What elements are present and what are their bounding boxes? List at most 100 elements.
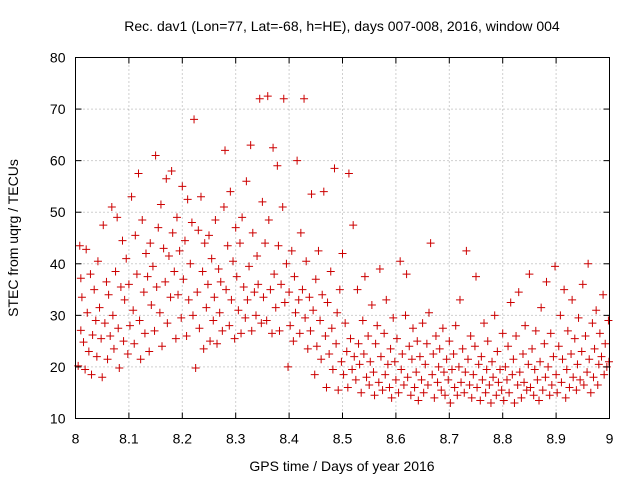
data-point: [544, 362, 553, 371]
data-point: [360, 272, 369, 281]
data-point: [450, 383, 459, 392]
data-point: [401, 311, 410, 320]
data-point: [429, 350, 438, 359]
data-point: [578, 280, 587, 289]
x-tick-label: 8.5: [333, 431, 353, 447]
data-point: [168, 228, 177, 237]
data-point: [359, 350, 368, 359]
data-point: [375, 264, 384, 273]
data-point: [453, 391, 462, 400]
data-point: [501, 362, 510, 371]
data-point: [125, 321, 134, 330]
data-point: [148, 262, 157, 271]
data-point: [216, 277, 225, 286]
data-point: [114, 324, 123, 333]
y-tick-label: 30: [50, 307, 66, 323]
data-point: [162, 174, 171, 183]
data-point: [198, 267, 207, 276]
data-point: [366, 357, 375, 366]
data-point: [380, 329, 389, 338]
data-point: [561, 393, 570, 402]
data-point: [535, 396, 544, 405]
data-point: [357, 388, 366, 397]
data-point: [109, 344, 118, 353]
data-point: [159, 244, 168, 253]
data-point: [579, 380, 588, 389]
data-point: [319, 187, 328, 196]
data-point: [187, 218, 196, 227]
data-point: [253, 252, 262, 261]
data-point: [203, 280, 212, 289]
data-point: [506, 298, 515, 307]
data-point: [445, 337, 454, 346]
data-point: [311, 275, 320, 284]
data-point: [147, 301, 156, 310]
data-point: [583, 368, 592, 377]
data-point: [490, 311, 499, 320]
data-point: [412, 368, 421, 377]
data-point: [349, 221, 358, 230]
data-point: [486, 399, 495, 408]
data-point: [480, 319, 489, 328]
data-point: [97, 334, 106, 343]
data-point: [155, 308, 164, 317]
data-point: [402, 270, 411, 279]
data-point: [431, 331, 440, 340]
data-point: [123, 350, 132, 359]
y-tick-label: 70: [50, 101, 66, 117]
data-point: [497, 386, 506, 395]
data-point: [98, 373, 107, 382]
data-point: [326, 267, 335, 276]
data-point: [305, 293, 314, 302]
data-point: [161, 277, 170, 286]
data-point: [243, 295, 252, 304]
data-point: [530, 365, 539, 374]
y-tick-label: 60: [50, 153, 66, 169]
data-point: [76, 274, 85, 283]
data-points: [74, 92, 613, 408]
data-point: [537, 303, 546, 312]
data-point: [139, 288, 148, 297]
data-point: [150, 326, 159, 335]
data-point: [362, 373, 371, 382]
data-point: [245, 262, 254, 271]
data-point: [303, 344, 312, 353]
data-point: [485, 380, 494, 389]
data-point: [525, 270, 534, 279]
data-point: [441, 391, 450, 400]
data-point: [103, 355, 112, 364]
data-point: [291, 308, 300, 317]
data-point: [554, 342, 563, 351]
x-tick-label: 8.4: [279, 431, 299, 447]
data-point: [274, 241, 283, 250]
data-point: [138, 215, 147, 224]
data-point: [382, 295, 391, 304]
data-point: [447, 365, 456, 374]
data-point: [477, 352, 486, 361]
data-point: [156, 200, 165, 209]
data-point: [257, 319, 266, 328]
data-point: [316, 316, 325, 325]
x-tick-label: 8.6: [386, 431, 406, 447]
data-point: [174, 290, 183, 299]
data-point: [317, 355, 326, 364]
data-point: [136, 355, 145, 364]
data-point: [221, 146, 230, 155]
data-point: [255, 94, 264, 103]
data-point: [466, 331, 475, 340]
data-point: [122, 254, 131, 263]
data-point: [104, 290, 113, 299]
data-point: [145, 347, 154, 356]
data-point: [215, 308, 224, 317]
data-point: [585, 355, 594, 364]
data-point: [172, 213, 181, 222]
data-point: [338, 249, 347, 258]
data-point: [517, 393, 526, 402]
data-point: [146, 239, 155, 248]
data-point: [127, 192, 136, 201]
data-point: [461, 368, 470, 377]
data-point: [581, 331, 590, 340]
data-point: [167, 166, 176, 175]
data-point: [604, 316, 613, 325]
data-point: [514, 288, 523, 297]
